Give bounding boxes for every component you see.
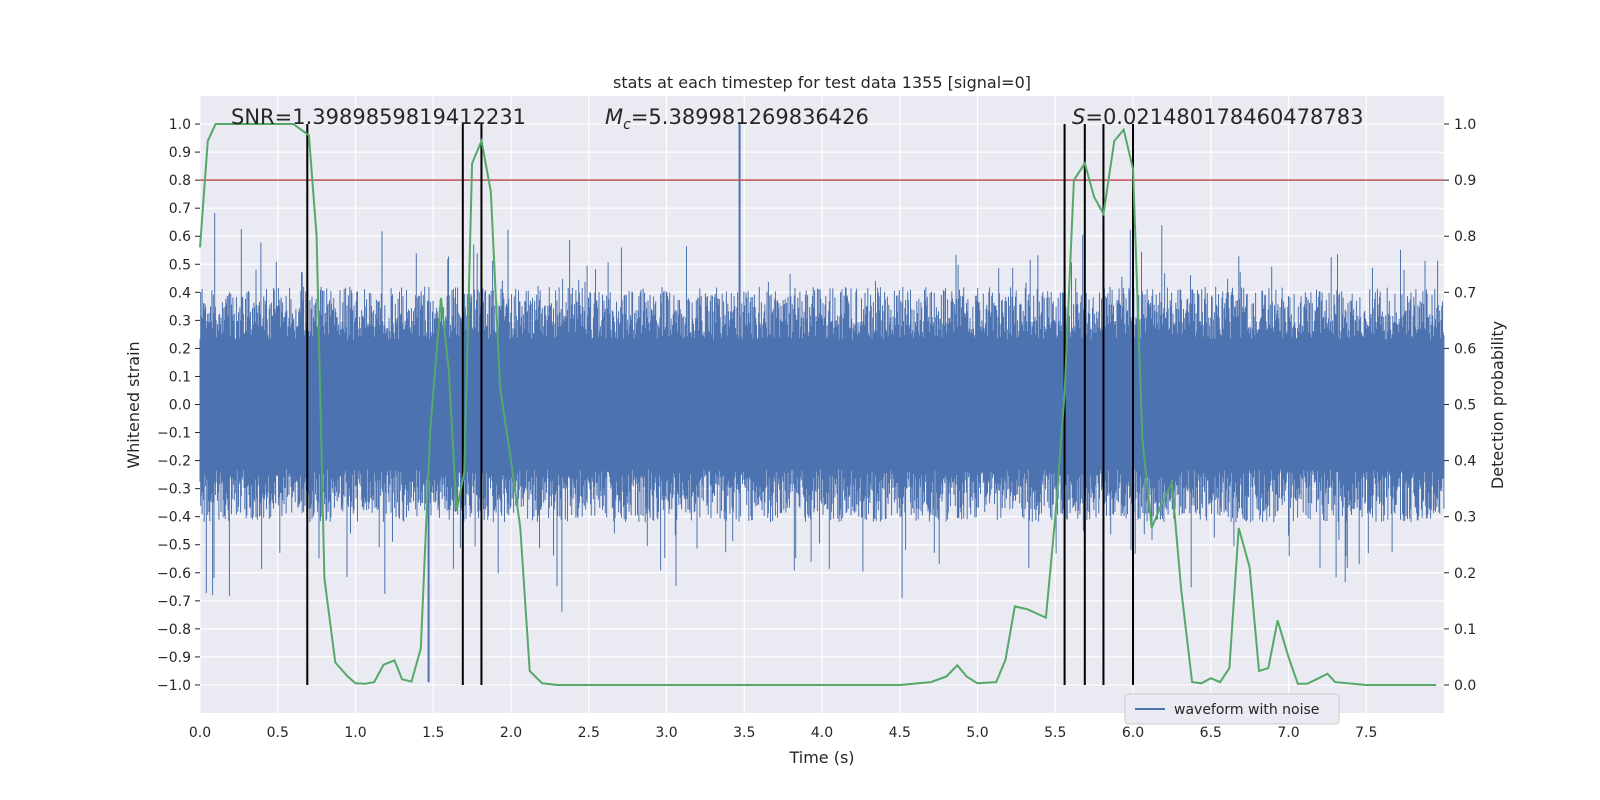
s-statistic-annotation: S=0.021480178460478783 — [1072, 105, 1363, 129]
left-y-axis-label: Whitened strain — [124, 341, 143, 468]
left-y-tick-label: −1.0 — [157, 678, 191, 694]
chart-title: stats at each timestep for test data 135… — [613, 73, 1031, 92]
x-tick-label: 6.0 — [1122, 725, 1144, 741]
left-y-tick-label: 0.5 — [169, 257, 191, 273]
right-y-tick-label: 0.3 — [1454, 510, 1476, 526]
right-y-tick-label: 0.1 — [1454, 622, 1476, 638]
right-y-axis-ticks: 1.0 0.9 0.8 0.7 0.6 0.5 0.4 0.3 0.2 0.1 0.0 — [1444, 117, 1476, 694]
x-tick-label: 3.0 — [655, 725, 677, 741]
left-y-tick-label: 0.7 — [169, 201, 191, 217]
x-tick-label: 1.5 — [422, 725, 444, 741]
x-tick-label: 4.5 — [889, 725, 911, 741]
x-tick-label: 7.5 — [1355, 725, 1377, 741]
right-y-tick-label: 1.0 — [1454, 117, 1476, 133]
legend-box — [1124, 693, 1340, 725]
chirp-mass-value: =5.389981269836426 — [631, 105, 869, 129]
legend: waveform with noise — [1124, 693, 1340, 725]
x-axis-ticks: 0.0 0.5 1.0 1.5 2.0 2.5 3.0 3.5 4.0 4.5 5.0 5.5 6.0 6… — [189, 725, 1378, 741]
x-tick-label: 0.5 — [267, 725, 289, 741]
x-tick-label: 1.0 — [344, 725, 366, 741]
x-tick-label: 7.0 — [1277, 725, 1299, 741]
right-y-tick-label: 0.9 — [1454, 173, 1476, 189]
left-y-tick-label: −0.6 — [157, 566, 191, 582]
legend-label-waveform: waveform with noise — [1174, 702, 1319, 718]
chirp-mass-subscript: c — [623, 117, 631, 133]
left-y-tick-label: −0.8 — [157, 622, 191, 638]
x-axis-label: Time (s) — [788, 748, 854, 767]
x-tick-label: 3.5 — [733, 725, 755, 741]
right-y-axis-label: Detection probability — [1488, 321, 1507, 489]
x-tick-label: 5.5 — [1044, 725, 1066, 741]
left-y-tick-label: 0.1 — [169, 369, 191, 385]
snr-annotation: SNR=1.3989859819412231 — [231, 105, 526, 129]
left-y-tick-label: 0.4 — [169, 285, 191, 301]
right-y-tick-label: 0.6 — [1454, 341, 1476, 357]
chirp-mass-annotation: Mc=5.389981269836426 — [605, 105, 869, 133]
left-y-tick-label: −0.5 — [157, 538, 191, 554]
left-y-tick-label: −0.9 — [157, 650, 191, 666]
left-y-tick-label: −0.4 — [157, 510, 191, 526]
left-y-tick-label: 0.8 — [169, 173, 191, 189]
right-y-tick-label: 0.4 — [1454, 454, 1476, 470]
s-statistic-symbol: S — [1072, 105, 1085, 129]
x-tick-label: 2.0 — [500, 725, 522, 741]
left-y-tick-label: −0.2 — [157, 454, 191, 470]
x-tick-label: 5.0 — [966, 725, 988, 741]
x-tick-label: 6.5 — [1200, 725, 1222, 741]
left-y-tick-label: −0.1 — [157, 426, 191, 442]
s-statistic-value: =0.021480178460478783 — [1085, 105, 1363, 129]
left-y-tick-label: −0.3 — [157, 482, 191, 498]
right-y-tick-label: 0.2 — [1454, 566, 1476, 582]
x-tick-label: 4.0 — [811, 725, 833, 741]
left-y-tick-label: 0.0 — [169, 398, 191, 414]
left-y-tick-label: 0.3 — [169, 313, 191, 329]
left-y-tick-label: 1.0 — [169, 117, 191, 133]
left-y-tick-label: −0.7 — [157, 594, 191, 610]
right-y-tick-label: 0.5 — [1454, 398, 1476, 414]
left-y-tick-label: 0.6 — [169, 229, 191, 245]
vertical-marker-lines — [306, 124, 1134, 685]
x-tick-label: 2.5 — [578, 725, 600, 741]
left-y-axis-ticks: 1.0 0.9 0.8 0.7 0.6 0.5 0.4 0.3 0.2 0.1 0.0 −0.1 −0.… — [157, 117, 200, 694]
x-tick-label: 0.0 — [189, 725, 211, 741]
right-y-tick-label: 0.0 — [1454, 678, 1476, 694]
waveform-with-noise-series — [199, 124, 1445, 683]
left-y-tick-label: 0.9 — [169, 145, 191, 161]
right-y-tick-label: 0.8 — [1454, 229, 1476, 245]
left-y-tick-label: 0.2 — [169, 341, 191, 357]
chirp-mass-symbol: M — [605, 105, 623, 129]
waveform-noise-trace — [199, 212, 1445, 612]
right-y-tick-label: 0.7 — [1454, 285, 1476, 301]
detection-probability-line — [199, 123, 1437, 686]
